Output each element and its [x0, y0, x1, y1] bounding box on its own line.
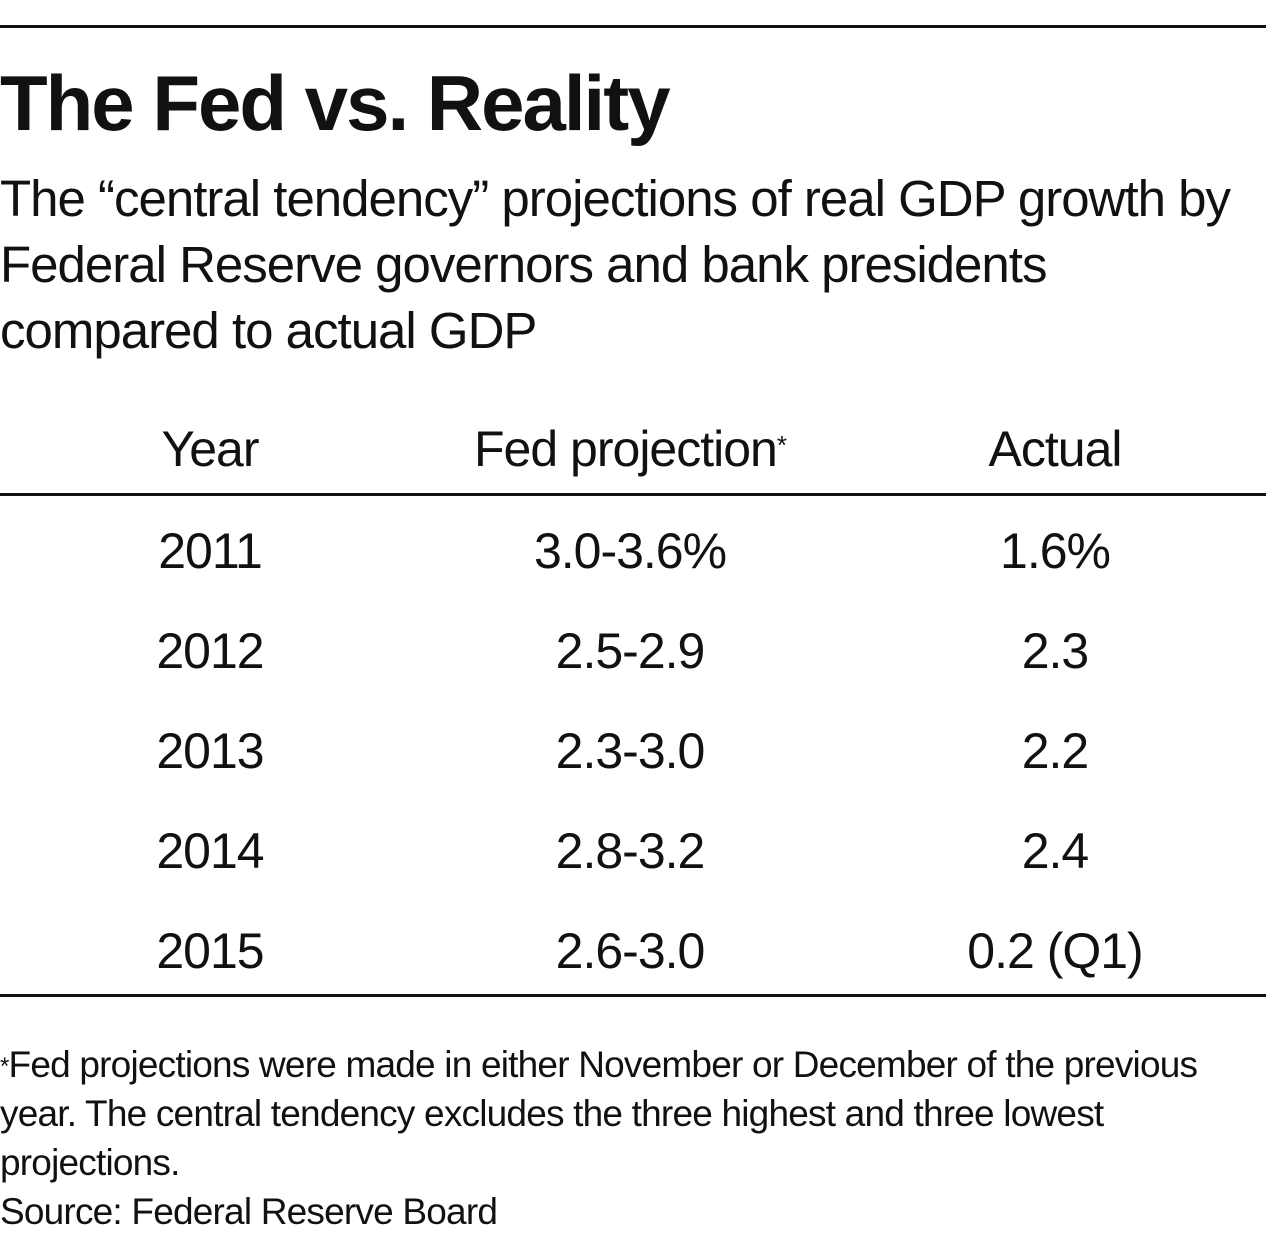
table-row: 2011 3.0-3.6% 1.6%: [0, 516, 1266, 586]
table-row: 2012 2.5-2.9 2.3: [0, 616, 1266, 686]
bottom-rule: [0, 994, 1266, 997]
cell-actual: 0.2 (Q1): [967, 923, 1143, 979]
footnote-text: Fed projections were made in either Nove…: [0, 1044, 1198, 1183]
cell-actual: 2.2: [1021, 723, 1090, 779]
header-actual: Actual: [988, 421, 1123, 477]
cell-fed-projection: 2.6-3.0: [555, 923, 706, 979]
cell-year: 2014: [156, 823, 264, 879]
footnote: *Fed projections were made in either Nov…: [0, 1040, 1275, 1187]
header-fed-projection: Fed projection*: [420, 414, 840, 484]
cell-year: 2012: [156, 623, 264, 679]
header-year: Year: [161, 421, 259, 477]
cell-year: 2013: [156, 723, 264, 779]
cell-fed-projection: 3.0-3.6%: [533, 523, 727, 579]
cell-fed-projection: 2.3-3.0: [555, 723, 706, 779]
header-footnote-marker: *: [776, 430, 787, 460]
table-row: 2014 2.8-3.2 2.4: [0, 816, 1266, 886]
table-row: 2015 2.6-3.0 0.2 (Q1): [0, 916, 1266, 986]
chart-title: The Fed vs. Reality: [0, 59, 671, 147]
cell-year: 2011: [158, 523, 263, 579]
table-row: 2013 2.3-3.0 2.2: [0, 716, 1266, 786]
cell-fed-projection: 2.5-2.9: [555, 623, 706, 679]
cell-actual: 2.4: [1021, 823, 1090, 879]
table-header: Year Fed projection* Actual: [0, 414, 1266, 484]
cell-actual: 1.6%: [1000, 523, 1111, 579]
cell-year: 2015: [156, 923, 264, 979]
cell-fed-projection: 2.8-3.2: [555, 823, 706, 879]
header-rule: [0, 493, 1266, 496]
top-rule: [0, 25, 1266, 28]
chart-subtitle: The “central tendency” projections of re…: [0, 170, 1231, 359]
header-fed-projection-label: Fed projection: [474, 421, 778, 477]
cell-actual: 2.3: [1021, 623, 1090, 679]
footnote-marker: *: [0, 1053, 9, 1080]
source-note: Source: Federal Reserve Board: [0, 1191, 498, 1232]
